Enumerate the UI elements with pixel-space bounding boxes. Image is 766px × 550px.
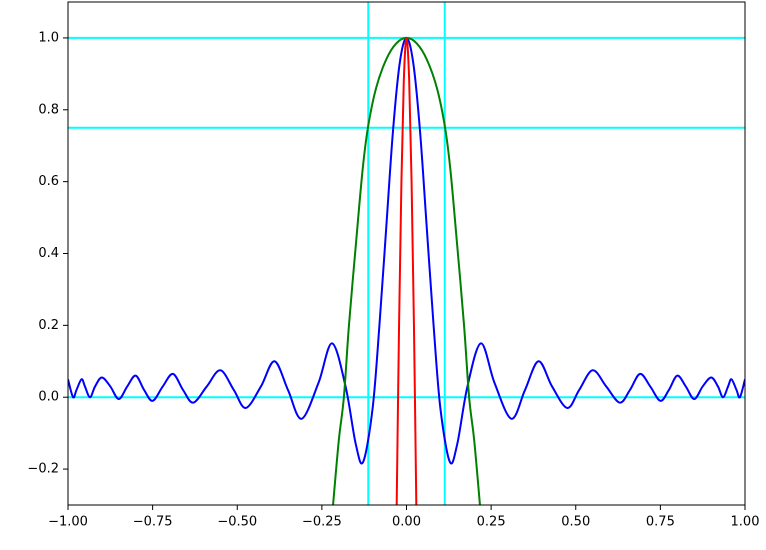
y-tick-label: 0.0	[38, 390, 59, 405]
y-tick-label: 0.8	[38, 102, 59, 117]
x-tick-label: −1.00	[48, 515, 88, 530]
x-tick-label: 0.50	[561, 515, 590, 530]
y-tick-label: −0.2	[27, 462, 59, 477]
y-tick-label: 1.0	[38, 30, 59, 45]
series-line	[395, 36, 418, 505]
plot-area	[68, 2, 745, 505]
y-tick-label: 0.6	[38, 174, 59, 189]
y-tick-label: 0.2	[38, 318, 59, 333]
x-tick-label: 0.75	[646, 515, 675, 530]
series-line	[68, 36, 745, 465]
x-tick-label: 0.25	[477, 515, 506, 530]
x-tick-label: −0.50	[217, 515, 257, 530]
x-tick-label: −0.25	[302, 515, 342, 530]
y-tick-label: 0.4	[38, 246, 59, 261]
series-line	[332, 36, 481, 505]
x-tick-label: 1.00	[731, 515, 760, 530]
x-tick-label: 0.00	[392, 515, 421, 530]
x-tick-label: −0.75	[133, 515, 173, 530]
axes-frame	[67, 1, 746, 506]
